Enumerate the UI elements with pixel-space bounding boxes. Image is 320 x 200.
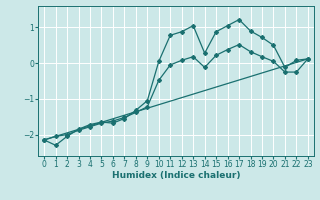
- X-axis label: Humidex (Indice chaleur): Humidex (Indice chaleur): [112, 171, 240, 180]
